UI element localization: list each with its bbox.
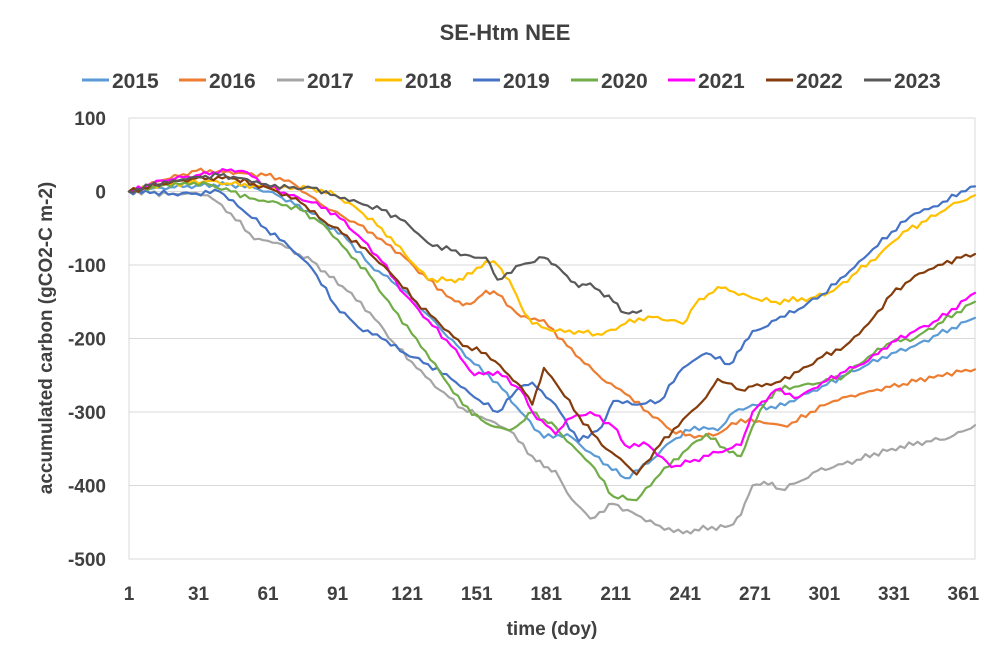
x-tick-label: 301 — [808, 584, 840, 605]
legend-label-2015: 2015 — [112, 70, 159, 93]
legend-label-2018: 2018 — [405, 70, 452, 93]
x-tick-label: 271 — [739, 584, 771, 605]
y-axis: 100 0 -100 -200 -300 -400 -500 — [68, 109, 106, 571]
y-tick-label: 100 — [74, 109, 106, 130]
legend-label-2016: 2016 — [209, 70, 256, 93]
series-line-2016 — [127, 167, 977, 439]
y-tick-label: 0 — [95, 183, 106, 204]
y-tick-label: -400 — [68, 477, 106, 498]
x-tick-label: 121 — [391, 584, 423, 605]
y-tick-label: -300 — [68, 403, 106, 424]
series-group — [127, 167, 977, 535]
y-tick-label: -500 — [68, 550, 106, 571]
x-tick-label: 1 — [124, 584, 135, 605]
y-tick-label: -200 — [68, 330, 106, 351]
y-tick-label: -100 — [68, 256, 106, 277]
legend-label-2022: 2022 — [796, 70, 843, 93]
series-line-2018 — [127, 178, 977, 337]
chart-title: SE-Htm NEE — [440, 20, 571, 45]
legend-label-2020: 2020 — [601, 70, 648, 93]
series-line-2023 — [127, 172, 643, 315]
series-line-2017 — [127, 189, 977, 535]
x-tick-label: 361 — [948, 584, 980, 605]
plot-area-border — [128, 117, 976, 560]
x-axis-label: time (doy) — [507, 619, 598, 640]
x-tick-label: 331 — [878, 584, 910, 605]
x-tick-label: 91 — [327, 584, 349, 605]
x-tick-label: 61 — [257, 584, 279, 605]
series-line-2019 — [127, 185, 977, 443]
series-line-2020 — [127, 181, 977, 502]
series-line-2022 — [127, 175, 977, 476]
legend: 2015 2016 2017 2018 2019 2020 2021 2022 2023 — [82, 70, 941, 93]
x-tick-label: 241 — [669, 584, 701, 605]
legend-label-2021: 2021 — [698, 70, 745, 93]
x-axis: 1 31 61 91 121 151 181 211 241 271 301 331 361 — [124, 584, 980, 605]
x-tick-label: 31 — [188, 584, 210, 605]
legend-label-2017: 2017 — [307, 70, 354, 93]
x-tick-label: 181 — [530, 584, 562, 605]
x-tick-label: 211 — [600, 584, 631, 605]
legend-label-2023: 2023 — [894, 70, 941, 93]
y-axis-label: accumulated carbon (gCO2-C m-2) — [36, 182, 57, 495]
x-tick-label: 151 — [461, 584, 493, 605]
legend-label-2019: 2019 — [503, 70, 550, 93]
